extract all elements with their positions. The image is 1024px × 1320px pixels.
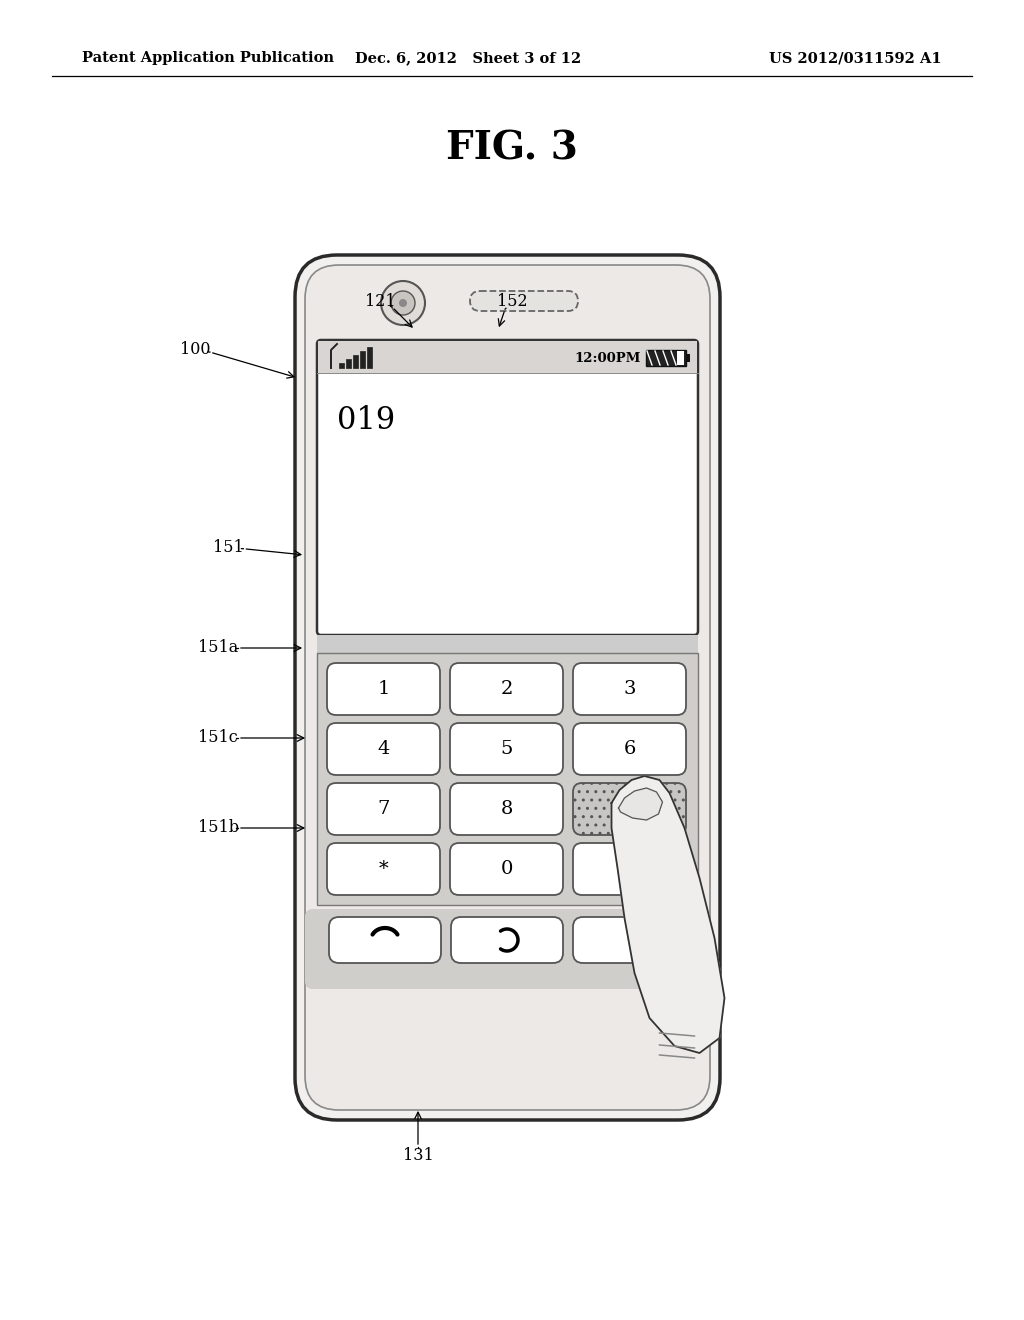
Polygon shape (611, 776, 725, 1053)
Bar (367, 347, 372, 368)
Text: 0: 0 (501, 861, 513, 878)
Text: 151b: 151b (198, 820, 239, 837)
Circle shape (399, 300, 407, 308)
Text: 131: 131 (402, 1147, 433, 1163)
Text: 100: 100 (180, 342, 210, 359)
FancyBboxPatch shape (305, 909, 710, 989)
Text: 7: 7 (377, 800, 390, 818)
Text: 5: 5 (501, 741, 513, 758)
FancyBboxPatch shape (450, 663, 563, 715)
Bar (360, 351, 365, 368)
Text: 4: 4 (377, 741, 390, 758)
Bar (346, 359, 351, 368)
Text: 8: 8 (501, 800, 513, 818)
Bar (646, 350, 686, 366)
FancyBboxPatch shape (450, 843, 563, 895)
Text: 6: 6 (624, 741, 636, 758)
Text: 151: 151 (213, 540, 244, 557)
FancyBboxPatch shape (470, 290, 578, 312)
Text: 151a: 151a (198, 639, 239, 656)
FancyBboxPatch shape (327, 783, 440, 836)
FancyBboxPatch shape (327, 663, 440, 715)
FancyBboxPatch shape (573, 723, 686, 775)
Bar (318, 341, 697, 374)
Text: 2: 2 (501, 680, 513, 698)
FancyBboxPatch shape (450, 723, 563, 775)
Bar (317, 635, 698, 653)
Text: 019: 019 (337, 405, 395, 436)
Text: Dec. 6, 2012   Sheet 3 of 12: Dec. 6, 2012 Sheet 3 of 12 (355, 51, 582, 65)
Text: *: * (379, 861, 388, 878)
FancyBboxPatch shape (329, 917, 441, 964)
FancyBboxPatch shape (573, 783, 686, 836)
FancyBboxPatch shape (573, 663, 686, 715)
FancyBboxPatch shape (295, 255, 720, 1119)
Text: Patent Application Publication: Patent Application Publication (82, 51, 334, 65)
Text: 152: 152 (497, 293, 527, 310)
Text: 12:00PM: 12:00PM (574, 351, 641, 364)
FancyBboxPatch shape (450, 783, 563, 836)
FancyBboxPatch shape (327, 723, 440, 775)
Bar (353, 355, 358, 368)
FancyBboxPatch shape (573, 917, 685, 964)
Text: 3: 3 (624, 680, 636, 698)
Circle shape (391, 290, 415, 315)
Text: 121: 121 (365, 293, 395, 310)
FancyBboxPatch shape (451, 917, 563, 964)
FancyBboxPatch shape (305, 265, 710, 1110)
Text: FIG. 3: FIG. 3 (446, 129, 578, 168)
FancyBboxPatch shape (317, 341, 698, 635)
Bar (686, 354, 690, 362)
Bar (317, 653, 698, 906)
Text: US 2012/0311592 A1: US 2012/0311592 A1 (769, 51, 942, 65)
Circle shape (381, 281, 425, 325)
Polygon shape (618, 788, 663, 820)
Text: 151c: 151c (198, 730, 238, 747)
FancyBboxPatch shape (573, 843, 686, 895)
Text: 1: 1 (377, 680, 390, 698)
FancyBboxPatch shape (327, 843, 440, 895)
Bar (677, 351, 684, 366)
Bar (339, 363, 344, 368)
